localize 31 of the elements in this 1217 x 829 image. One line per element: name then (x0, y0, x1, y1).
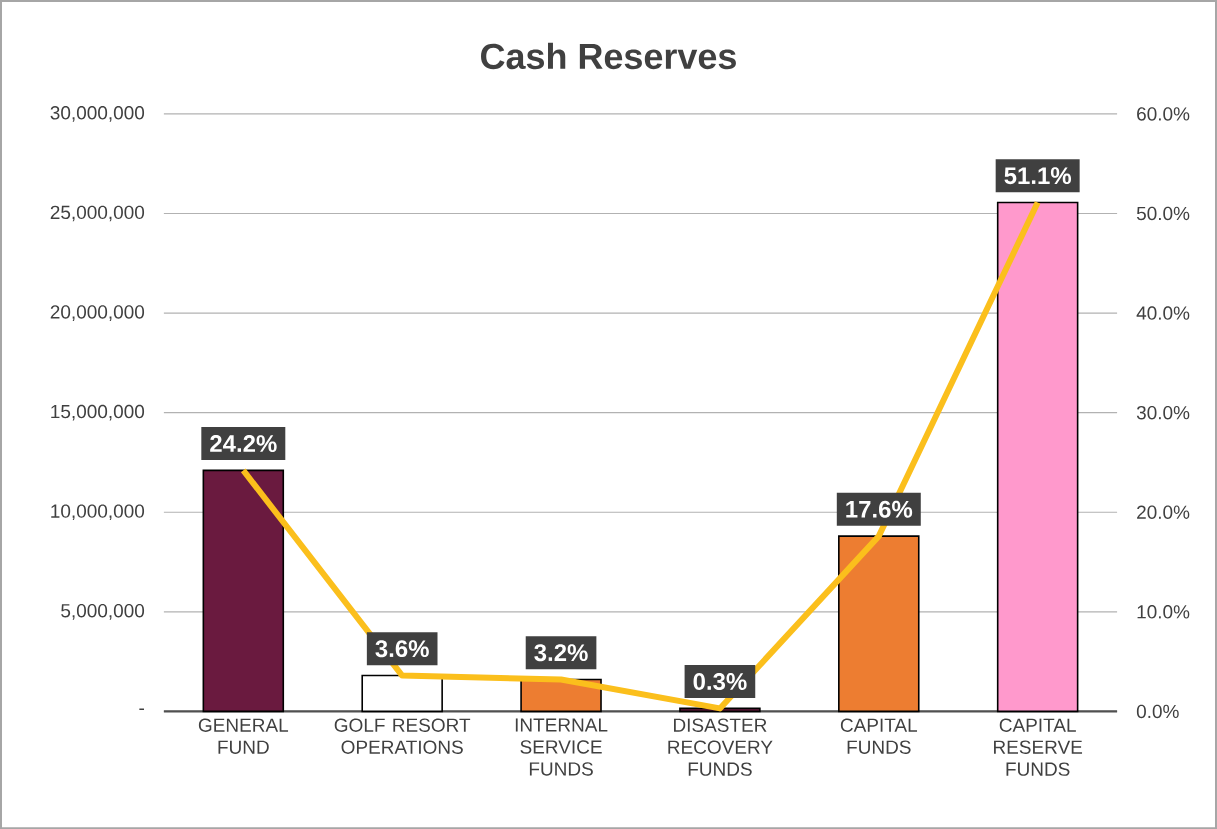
chart-title: Cash Reserves (481, 42, 736, 69)
y-tick-label: 5,000,000 (61, 603, 145, 620)
data-label: 3.2% (534, 644, 588, 662)
data-label: 17.6% (846, 500, 913, 518)
x-tick-label: INTERNAL SERVICE FUNDS (515, 718, 608, 776)
y-tick-label: 10,000,000 (51, 504, 145, 520)
y2-tick-label: 0.0% (1136, 704, 1179, 718)
y2-tick-label: 50.0% (1136, 206, 1190, 221)
y-tick-label: 20,000,000 (50, 305, 145, 321)
bar (361, 674, 443, 713)
bar (202, 469, 285, 713)
y-tick-label: 25,000,000 (50, 205, 145, 222)
x-tick-label: GOLF RESORT OPERATIONS (334, 718, 471, 754)
y-tick-label: 30,000,000 (50, 105, 145, 122)
y2-tick-label: 40.0% (1136, 306, 1190, 320)
y2-tick-label: 30.0% (1136, 405, 1190, 420)
bar (838, 535, 920, 713)
y2-tick-label: 60.0% (1137, 107, 1190, 121)
x-tick-label: CAPITAL FUNDS (840, 718, 918, 754)
data-label: 24.2% (210, 434, 277, 452)
bar (996, 201, 1079, 713)
x-tick-label: DISASTER RECOVERY FUNDS (668, 718, 773, 776)
data-label: 3.6% (375, 640, 429, 658)
x-tick-label: GENERAL FUND (198, 718, 289, 754)
data-label: 51.1% (1004, 167, 1072, 184)
x-tick-label: CAPITAL RESERVE FUNDS (994, 718, 1083, 776)
y2-tick-label: 10.0% (1137, 604, 1190, 619)
data-label: 0.3% (693, 672, 747, 690)
y2-tick-label: 20.0% (1137, 505, 1190, 519)
y-tick-label: - (139, 708, 144, 710)
y-tick-label: 15,000,000 (51, 404, 145, 421)
